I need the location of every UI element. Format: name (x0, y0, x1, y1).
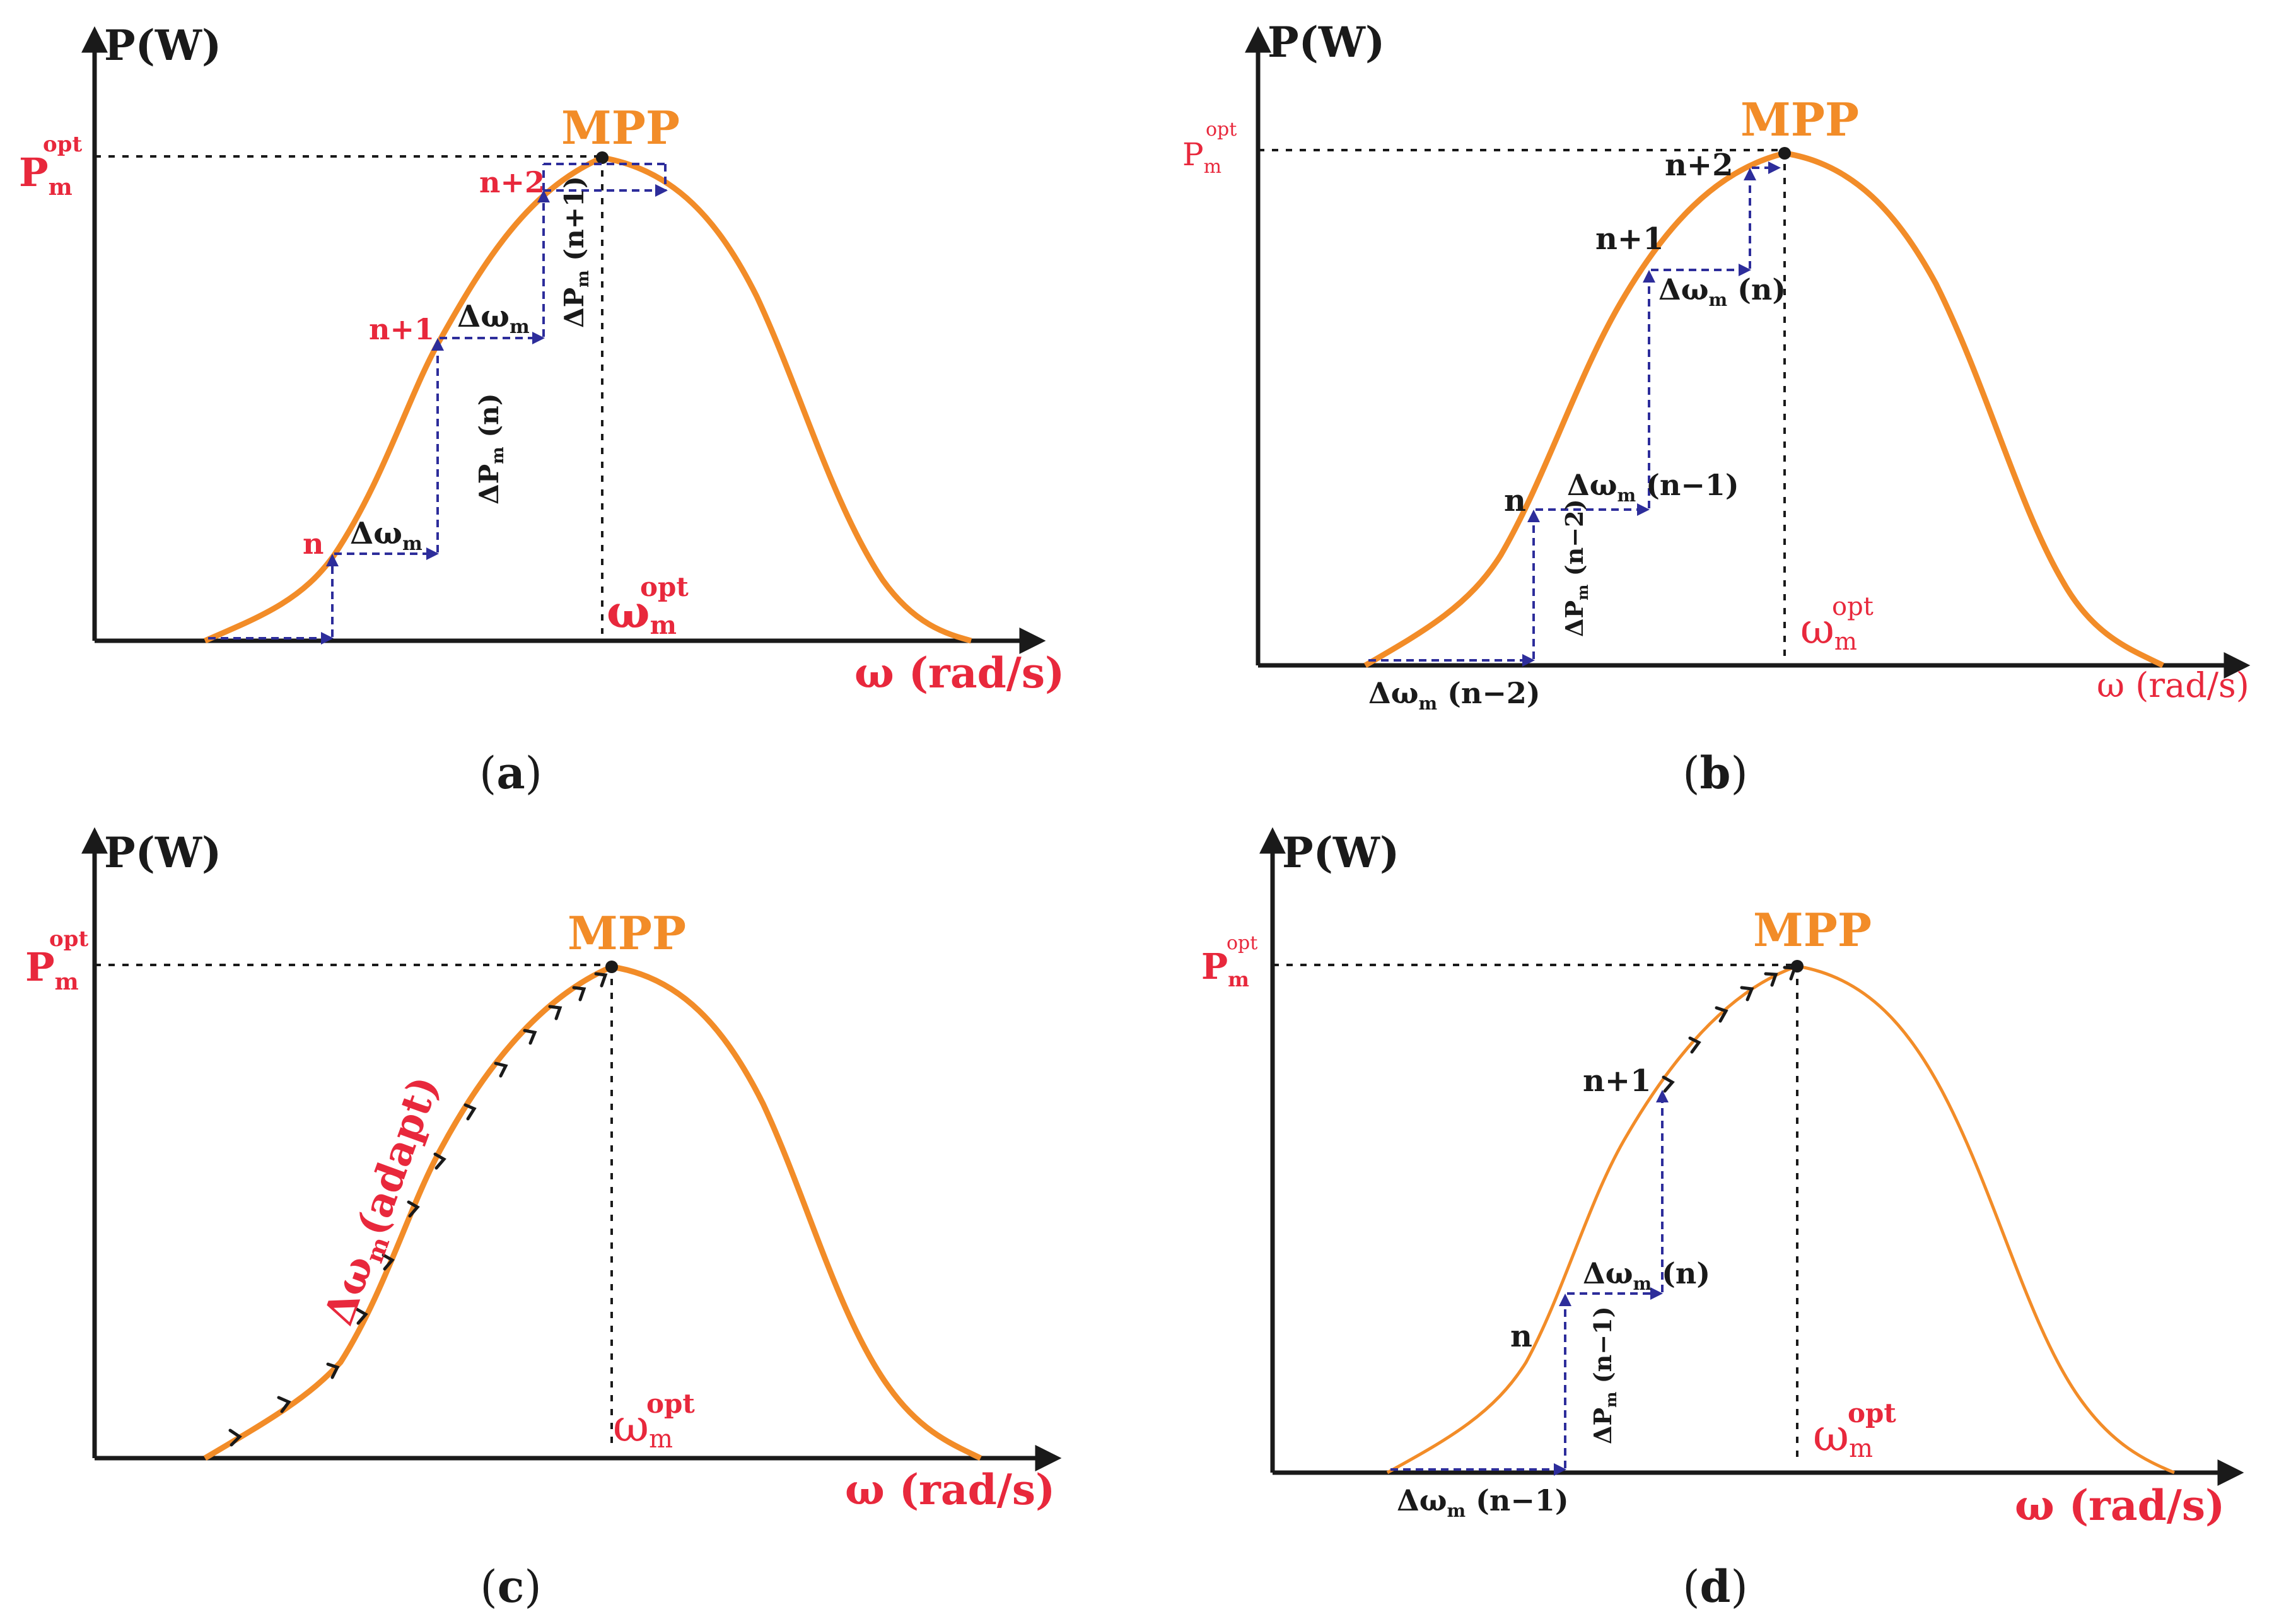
w-opt-sup: opt (640, 571, 689, 602)
panel-b: P(W) ω (rad/s) n n+1 n+2 Δωm (n−2) Δωm (… (1182, 18, 2251, 799)
step-label-n+1: n+1 (1583, 1063, 1652, 1099)
mpp-label: MPP (561, 101, 680, 155)
step-label-n+2: n+2 (479, 165, 545, 199)
delta-w-n: Δωm (n) (1658, 272, 1786, 310)
step-path (208, 163, 668, 645)
caption-c: (c) (480, 1560, 541, 1613)
y-axis-label: P(W) (104, 828, 221, 877)
w-opt-sup: opt (1848, 1398, 1896, 1428)
p-opt-label: Pm (1201, 946, 1249, 991)
delta-w-n: Δωm (n) (1583, 1256, 1710, 1294)
y-axis-label: P(W) (1268, 18, 1385, 67)
w-opt-sup: opt (1832, 592, 1874, 621)
mpp-dot (605, 961, 618, 973)
panel-a: P(W) ω (rad/s) n n+1 n+2 Δωm Δωm ΔPm (n)… (19, 21, 1064, 799)
x-axis-label: ω (rad/s) (2015, 1481, 2225, 1530)
mpp-label: MPP (1753, 903, 1872, 957)
delta-p-2: ΔPm (n+1) (559, 176, 593, 328)
caption-d: (d) (1682, 1560, 1748, 1613)
delta-w-1: Δωm (350, 516, 423, 555)
x-axis-label: ω (rad/s) (845, 1465, 1055, 1514)
mpp-dot (596, 151, 609, 164)
p-opt-sup: opt (1206, 119, 1237, 141)
w-opt-sup: opt (646, 1388, 695, 1419)
step-label-n: n (1510, 1319, 1532, 1354)
w-opt-label: ωm (613, 1400, 673, 1454)
caption-b: (b) (1682, 747, 1748, 799)
y-axis-label: P(W) (1282, 828, 1399, 877)
delta-p-n-2: ΔPm (n−2) (1560, 499, 1592, 637)
x-axis-label: ω (rad/s) (854, 648, 1064, 698)
caption-a: (a) (479, 747, 542, 799)
p-opt-sup: opt (43, 132, 82, 157)
panel-c: P(W) ω (rad/s) Δωm(adapt) MPP Pm opt ωm … (25, 827, 1062, 1613)
y-axis-label: P(W) (104, 21, 221, 70)
step-label-n+2: n+2 (1665, 148, 1734, 183)
delta-w-2: Δωm (457, 299, 530, 338)
converging-arrows (1662, 966, 1797, 1093)
adapt-label: Δωm(adapt) (315, 1070, 452, 1332)
p-opt-sup: opt (1227, 932, 1257, 954)
power-curve (203, 964, 982, 1461)
delta-w-n-2: Δωm (n−2) (1368, 676, 1541, 714)
w-opt-label: ωm (607, 585, 677, 640)
p-opt-label: Pm (19, 149, 73, 201)
delta-w-n-1: Δωm (n−1) (1567, 468, 1739, 506)
step-path (1390, 1090, 1669, 1476)
step-label-n: n (1504, 483, 1526, 518)
x-axis-label: ω (rad/s) (2097, 665, 2249, 705)
step-label-n+1: n+1 (369, 312, 434, 346)
power-curve (1363, 150, 2165, 669)
w-opt-label: ωm (1800, 605, 1857, 655)
mpp-label: MPP (1740, 93, 1859, 146)
adaptive-step-arrows (228, 972, 608, 1447)
p-opt-label: Pm (1182, 136, 1221, 178)
power-curve (1386, 964, 2175, 1475)
mpp-label: MPP (568, 906, 686, 960)
step-label-n: n (303, 527, 323, 561)
p-opt-label: Pm (25, 944, 79, 995)
step-label-n+1: n+1 (1595, 221, 1664, 257)
mpp-dot (1778, 147, 1791, 160)
delta-p-1: ΔPm (n) (474, 393, 508, 505)
p-opt-sup: opt (49, 926, 88, 952)
delta-w-n-1: Δωm (n−1) (1397, 1483, 1569, 1521)
w-opt-label: ωm (1813, 1410, 1873, 1463)
panel-d: P(W) ω (rad/s) n n+1 Δωm (n−1) Δωm (n) Δ… (1201, 827, 2244, 1613)
delta-p-n-1: ΔPm (n−1) (1588, 1306, 1620, 1444)
step-path (1368, 161, 1781, 667)
